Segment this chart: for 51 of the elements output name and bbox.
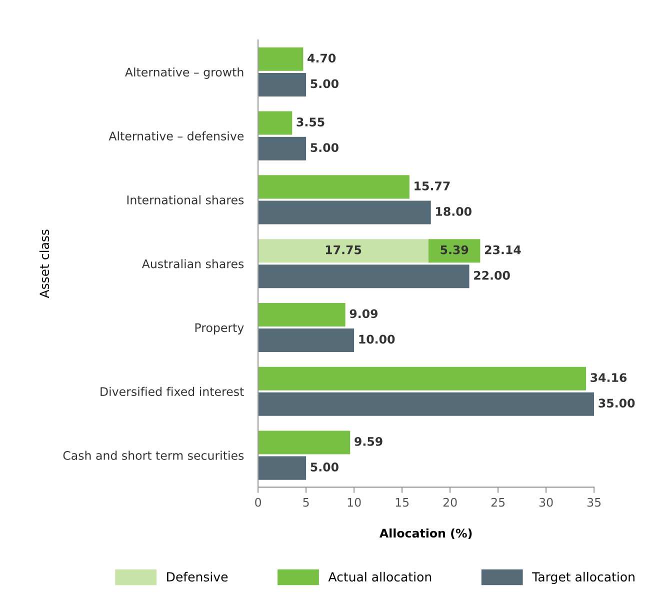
y-tick-label: Australian shares <box>142 259 244 268</box>
bar <box>258 392 594 416</box>
data-label: 9.59 <box>354 437 382 446</box>
data-label: 34.16 <box>590 373 627 382</box>
bar <box>258 72 306 96</box>
bar <box>258 456 306 480</box>
y-tick-label: Cash and short term securities <box>63 450 244 460</box>
legend-label: Defensive <box>167 572 228 582</box>
y-tick-label: Alternative – growth <box>125 67 244 79</box>
bar <box>258 111 292 135</box>
data-label: 5.00 <box>310 143 338 152</box>
data-label: 3.55 <box>296 118 324 126</box>
bar <box>258 328 354 352</box>
data-label: 15.77 <box>414 182 450 190</box>
x-tick-label: 0 <box>255 498 262 507</box>
bar <box>258 430 350 454</box>
x-tick-label: 30 <box>539 498 553 507</box>
data-label: 35.00 <box>598 398 635 408</box>
x-tick-label: 5 <box>303 498 309 507</box>
bar <box>258 136 306 160</box>
data-label: 22.00 <box>474 270 510 280</box>
bar <box>258 302 346 326</box>
data-label: 5.39 <box>440 245 468 254</box>
data-label: 5.00 <box>310 79 338 88</box>
bar <box>258 239 428 263</box>
x-tick-label: 35 <box>587 498 601 507</box>
legend-label: Target allocation <box>532 572 634 584</box>
bar <box>258 264 470 288</box>
legend-label: Actual allocation <box>328 572 432 582</box>
x-tick-label: 15 <box>396 498 409 507</box>
data-label: 10.00 <box>359 334 395 344</box>
x-tick-label: 25 <box>491 498 505 507</box>
bar <box>258 366 586 390</box>
bar <box>428 239 480 263</box>
y-tick-label: Property <box>195 323 244 334</box>
data-label: 17.75 <box>326 245 362 254</box>
annotation: 23.14 <box>484 245 521 254</box>
data-label: 5.00 <box>310 462 338 472</box>
x-tick-label: 20 <box>443 498 457 507</box>
data-label: 4.70 <box>308 54 336 63</box>
data-label: 9.09 <box>350 309 378 318</box>
bar <box>258 47 304 71</box>
y-tick-label: Diversified fixed interest <box>100 386 244 396</box>
x-tick-label: 10 <box>348 498 361 507</box>
bar <box>258 200 431 224</box>
y-tick-label: Alternative – defensive <box>108 131 244 140</box>
x-axis-title: Allocation (%) <box>380 528 472 540</box>
bar <box>258 175 410 199</box>
y-tick-label: International shares <box>127 195 244 204</box>
data-label: 18.00 <box>436 206 472 216</box>
y-axis-title: Asset class <box>39 230 50 298</box>
